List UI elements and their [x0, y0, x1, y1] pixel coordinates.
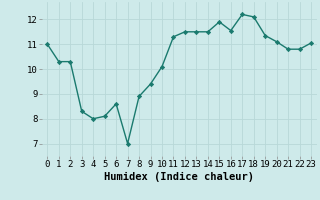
X-axis label: Humidex (Indice chaleur): Humidex (Indice chaleur)	[104, 172, 254, 182]
